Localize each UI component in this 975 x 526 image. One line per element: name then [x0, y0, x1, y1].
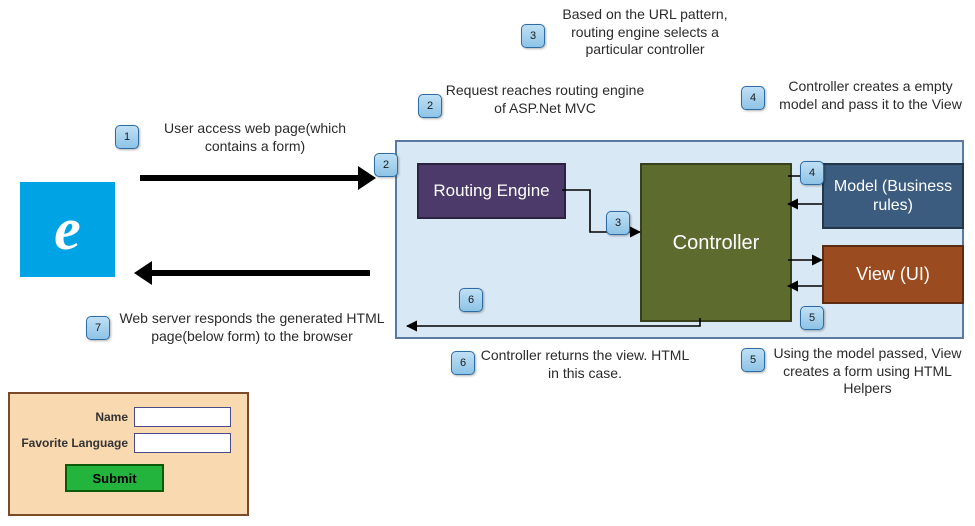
sample-form: Name Favorite Language Submit	[8, 392, 249, 516]
model-block: Model (Business rules)	[822, 163, 964, 229]
badge-2b: 2	[374, 153, 398, 177]
badge-5b: 5	[800, 306, 824, 330]
controller-block: Controller	[640, 163, 792, 322]
routing-engine-block: Routing Engine	[417, 163, 566, 219]
badge-5a: 5	[741, 348, 765, 372]
response-arrow	[140, 270, 370, 276]
badge-4a: 4	[741, 86, 765, 110]
request-arrow	[140, 175, 370, 181]
caption-2: Request reaches routing engine of ASP.Ne…	[445, 82, 645, 117]
browser-icon: e	[20, 182, 115, 277]
badge-6b: 6	[459, 288, 483, 312]
caption-7: Web server responds the generated HTML p…	[112, 310, 392, 345]
badge-7: 7	[86, 316, 110, 340]
badge-6a: 6	[451, 351, 475, 375]
form-input-lang[interactable]	[134, 433, 231, 453]
view-block: View (UI)	[822, 245, 964, 304]
submit-button[interactable]: Submit	[65, 464, 164, 492]
form-label-lang: Favorite Language	[10, 436, 134, 450]
ie-glyph: e	[54, 195, 81, 264]
badge-3a: 3	[521, 24, 545, 48]
caption-1: User access web page(which contains a fo…	[140, 120, 370, 155]
form-input-name[interactable]	[134, 407, 231, 427]
badge-1: 1	[115, 125, 139, 149]
caption-6: Controller returns the view. HTML in thi…	[480, 347, 690, 382]
badge-3b: 3	[606, 211, 630, 235]
caption-4: Controller creates a empty model and pas…	[768, 78, 973, 113]
badge-2a: 2	[418, 94, 442, 118]
caption-5: Using the model passed, View creates a f…	[760, 345, 975, 398]
caption-3: Based on the URL pattern, routing engine…	[545, 6, 745, 59]
form-label-name: Name	[10, 410, 134, 424]
badge-4b: 4	[800, 161, 824, 185]
diagram-stage: { "canvas":{"w":975,"h":526,"bg":"#fffff…	[0, 0, 975, 526]
